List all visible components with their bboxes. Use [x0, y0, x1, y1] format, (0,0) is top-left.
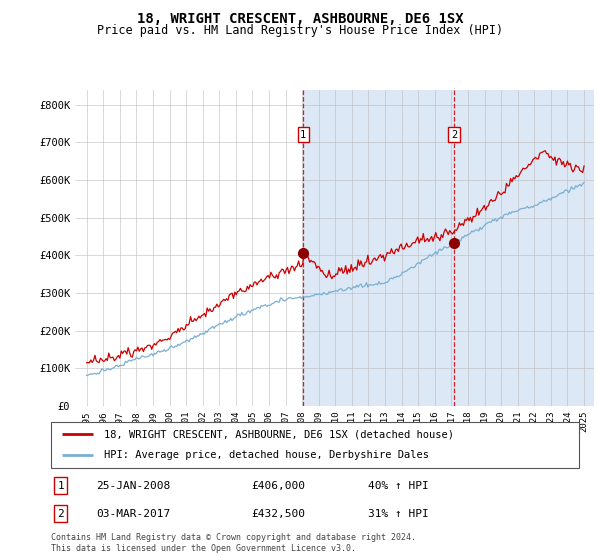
Text: Contains HM Land Registry data © Crown copyright and database right 2024.
This d: Contains HM Land Registry data © Crown c… — [51, 533, 416, 553]
Text: 1: 1 — [58, 480, 64, 491]
Text: £406,000: £406,000 — [251, 480, 305, 491]
Text: 1: 1 — [300, 130, 307, 140]
Text: 2: 2 — [451, 130, 457, 140]
Text: 18, WRIGHT CRESCENT, ASHBOURNE, DE6 1SX: 18, WRIGHT CRESCENT, ASHBOURNE, DE6 1SX — [137, 12, 463, 26]
Text: 40% ↑ HPI: 40% ↑ HPI — [368, 480, 428, 491]
Text: 18, WRIGHT CRESCENT, ASHBOURNE, DE6 1SX (detached house): 18, WRIGHT CRESCENT, ASHBOURNE, DE6 1SX … — [104, 429, 454, 439]
FancyBboxPatch shape — [51, 422, 579, 468]
Text: 2: 2 — [58, 508, 64, 519]
Text: £432,500: £432,500 — [251, 508, 305, 519]
Text: Price paid vs. HM Land Registry's House Price Index (HPI): Price paid vs. HM Land Registry's House … — [97, 24, 503, 36]
Text: 03-MAR-2017: 03-MAR-2017 — [96, 508, 170, 519]
Bar — [304, 90, 594, 406]
Text: 25-JAN-2008: 25-JAN-2008 — [96, 480, 170, 491]
Text: 31% ↑ HPI: 31% ↑ HPI — [368, 508, 428, 519]
Text: HPI: Average price, detached house, Derbyshire Dales: HPI: Average price, detached house, Derb… — [104, 450, 429, 460]
